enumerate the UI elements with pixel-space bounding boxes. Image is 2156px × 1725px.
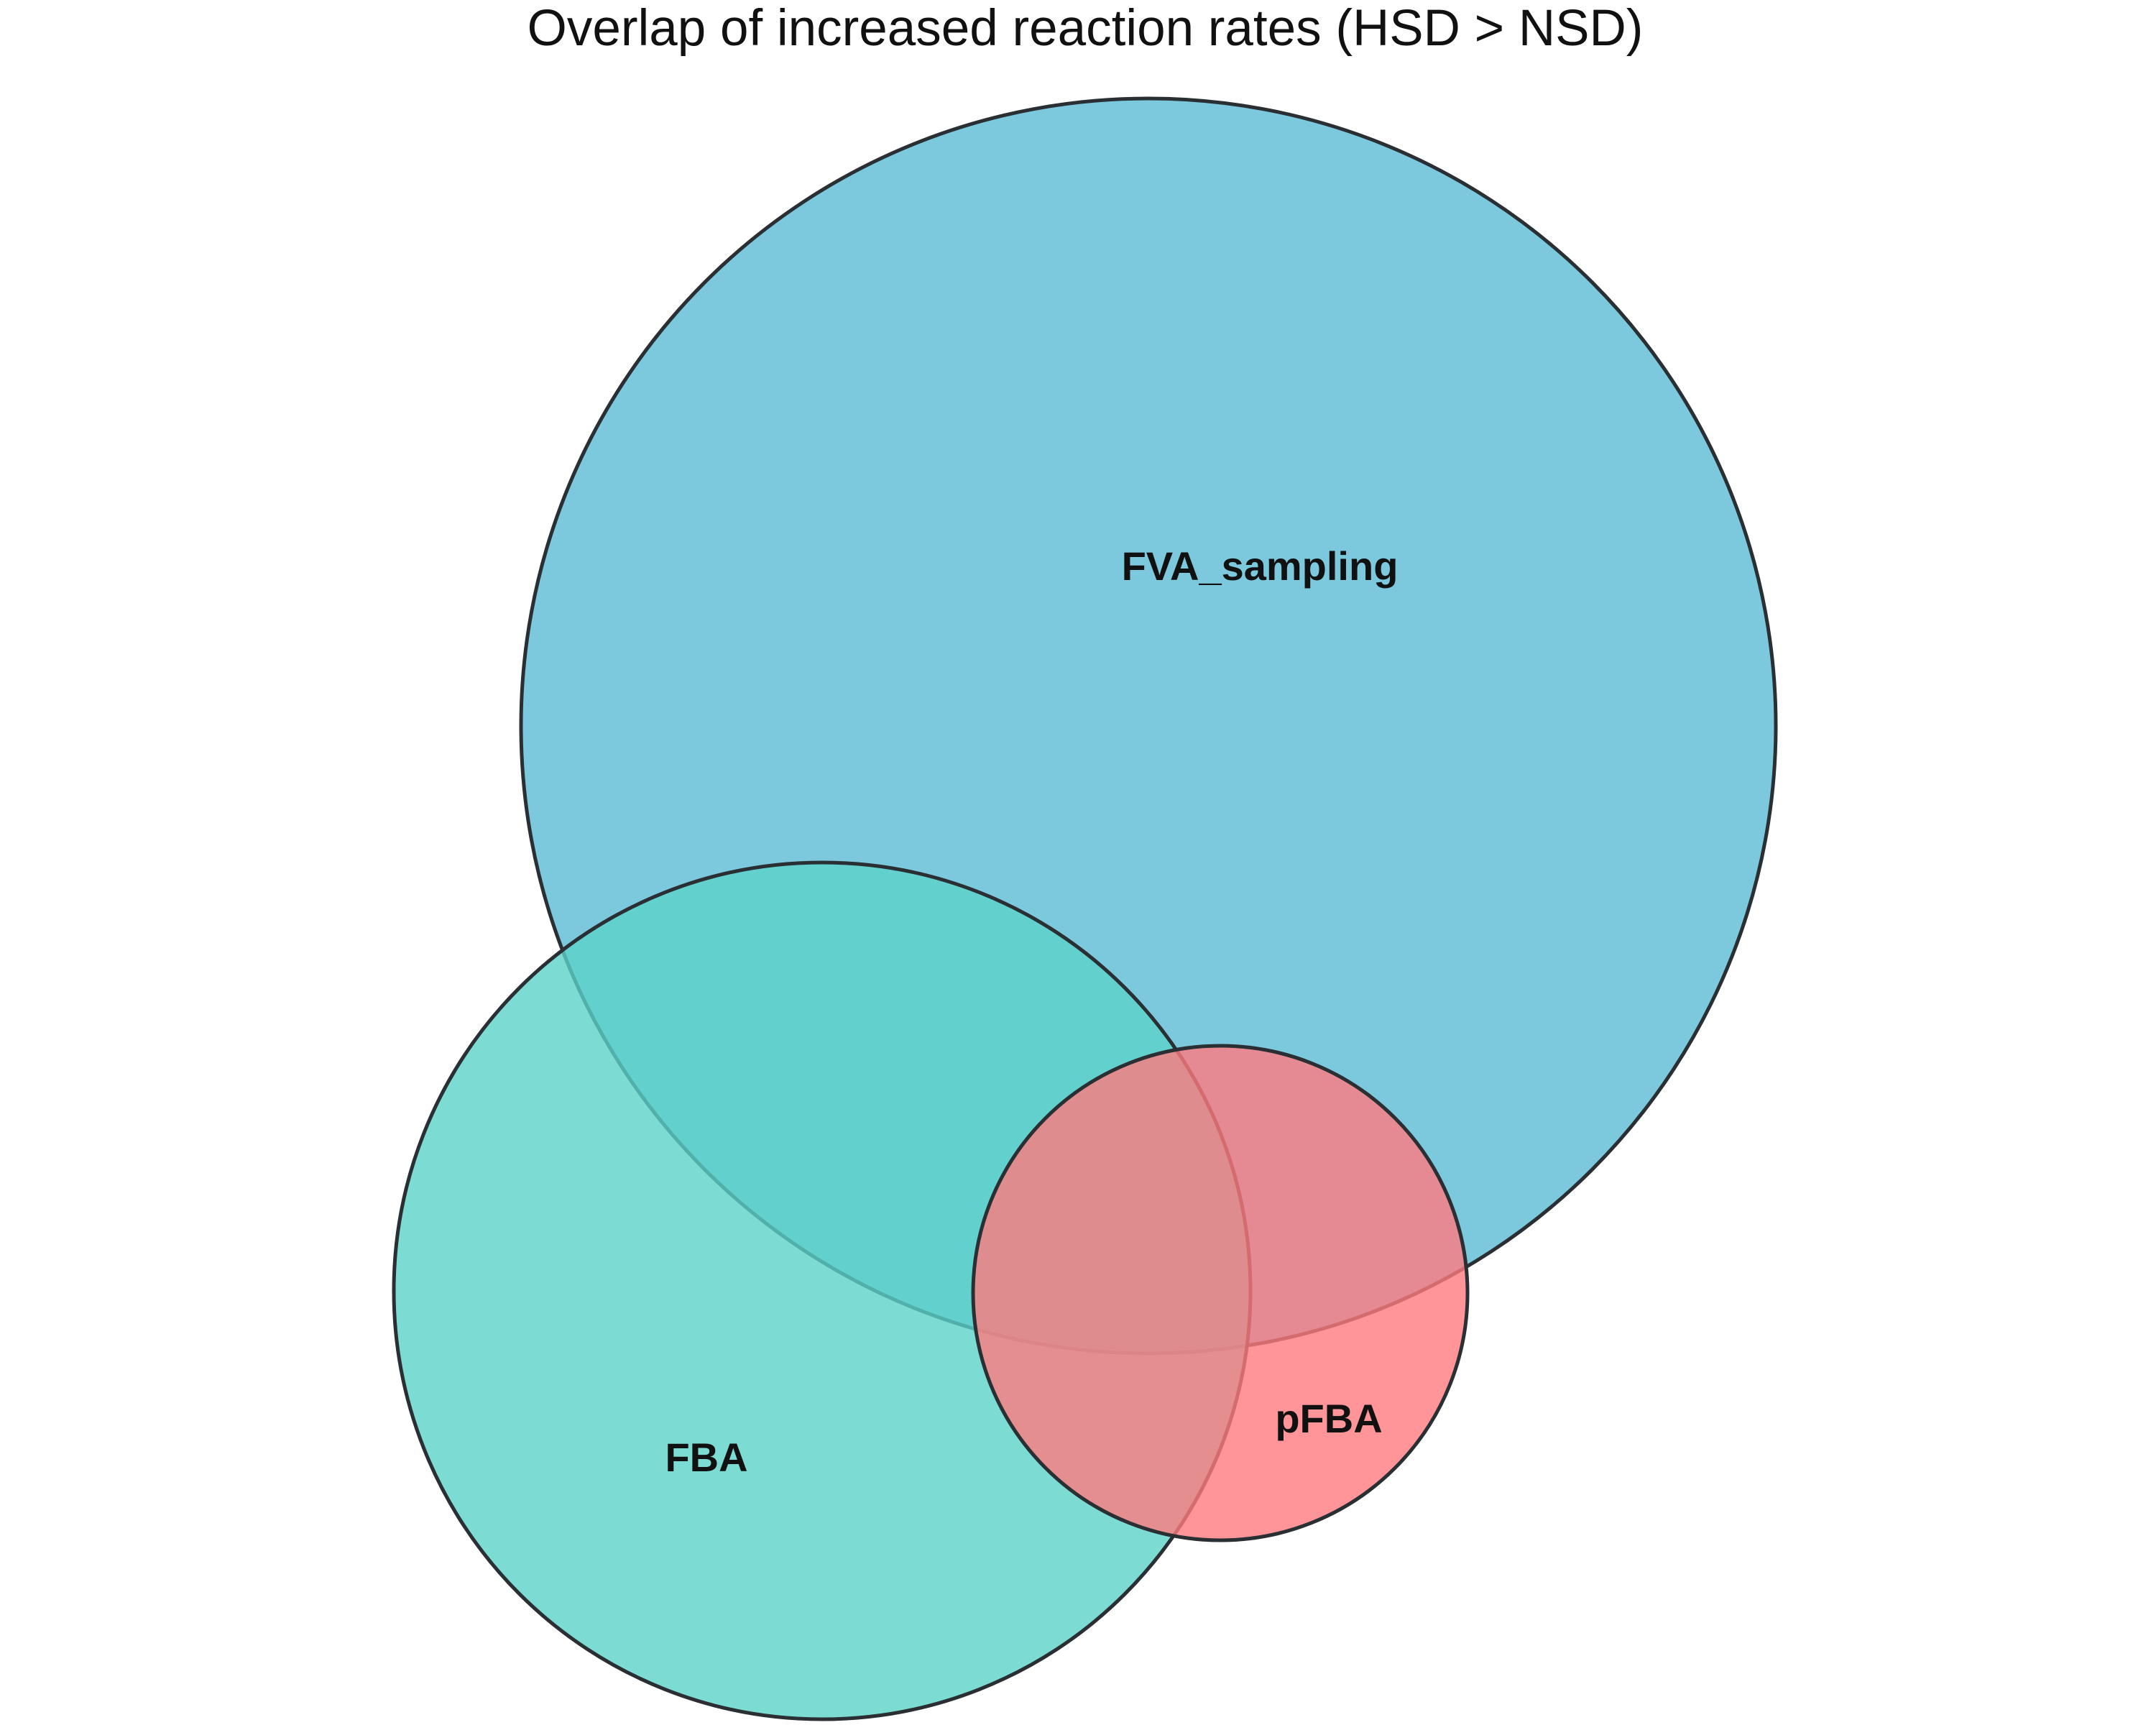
- set-circles: [392, 96, 1778, 1721]
- label-pfba: pFBA: [1275, 1396, 1382, 1441]
- label-fba: FBA: [665, 1435, 747, 1480]
- circle-pfba: [971, 1044, 1470, 1542]
- chart-title: Overlap of increased reaction rates (HSD…: [528, 0, 1644, 57]
- set-labels: FVA_sampling FBA pFBA: [665, 543, 1398, 1480]
- label-fva-sampling: FVA_sampling: [1122, 543, 1399, 589]
